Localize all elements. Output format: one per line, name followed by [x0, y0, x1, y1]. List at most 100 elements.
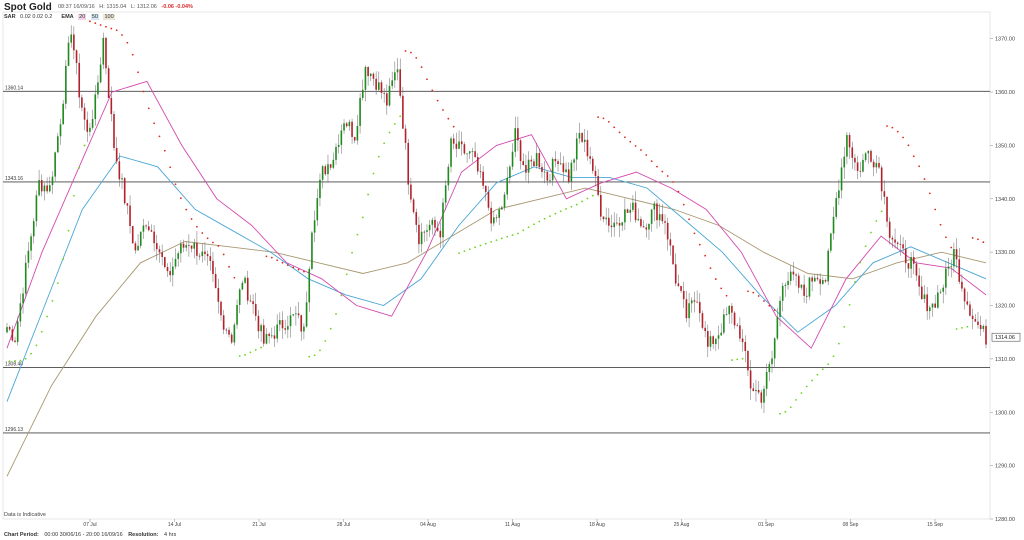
candle-body — [8, 327, 11, 330]
candle-body — [185, 245, 188, 248]
sar-dot — [837, 342, 840, 345]
candle-body — [137, 245, 139, 251]
sar-dot — [500, 237, 503, 240]
ema-label: EMA — [61, 14, 74, 20]
candle-body — [431, 219, 434, 225]
sar-dot — [35, 344, 38, 347]
candle-body — [656, 203, 658, 221]
candle-body — [217, 287, 220, 302]
sar-dot — [538, 220, 541, 223]
candle-body — [773, 338, 776, 359]
candle-body — [70, 34, 73, 43]
sar-dot — [757, 295, 760, 297]
candle-body — [779, 300, 781, 317]
candle-body — [59, 124, 62, 137]
sar-dot — [303, 270, 305, 273]
sar-dot — [827, 363, 830, 366]
sar-dot — [629, 140, 632, 143]
candle-body — [412, 199, 415, 213]
sar-dot — [442, 109, 444, 111]
sar-dot — [741, 357, 744, 360]
sar-dot — [254, 349, 257, 351]
candle-body — [781, 285, 784, 301]
candle-body — [262, 325, 265, 344]
candle-body — [436, 227, 439, 231]
sar-dot — [725, 294, 728, 297]
candle-body — [166, 266, 169, 272]
candle-body — [284, 328, 286, 330]
candle-body — [642, 226, 645, 228]
sar-dot — [955, 328, 958, 330]
candle-body — [172, 266, 174, 276]
sar-dot — [559, 210, 562, 213]
candle-body — [361, 89, 364, 98]
sar-dot — [105, 25, 107, 28]
sar-dot — [805, 385, 808, 388]
sar-dot — [747, 290, 749, 293]
candle-body — [225, 329, 228, 331]
sar-dot — [672, 181, 674, 183]
candle-body — [549, 180, 551, 182]
instrument-title: Spot Gold — [4, 2, 52, 13]
sar-dot — [768, 304, 771, 307]
candle-body — [915, 263, 918, 276]
x-tick-label: 21 Jul — [252, 522, 265, 528]
candle-body — [843, 156, 846, 168]
candle-body — [474, 151, 476, 158]
candle-body — [305, 302, 308, 327]
candle-body — [725, 314, 728, 315]
candle-body — [929, 307, 931, 312]
candle-body — [947, 266, 950, 269]
candle-body — [789, 271, 792, 281]
sar-dot — [426, 78, 428, 81]
candle-body — [680, 285, 682, 291]
sar-dot — [634, 145, 637, 147]
candle-body — [498, 209, 500, 218]
sar-label: SAR — [4, 14, 16, 20]
candle-body — [546, 171, 549, 181]
candle-body — [955, 249, 958, 260]
candle-body — [904, 248, 907, 264]
candle-body — [712, 336, 714, 345]
sar-dot — [886, 125, 888, 127]
candle-body — [541, 167, 543, 172]
candle-body — [450, 138, 452, 167]
candle-body — [321, 166, 324, 180]
candle-body — [65, 65, 67, 104]
candle-body — [886, 196, 888, 222]
candle-body — [501, 207, 503, 210]
candle-body — [83, 107, 86, 120]
candle-body — [22, 293, 24, 304]
candle-body — [99, 64, 102, 83]
sar-dot — [570, 205, 573, 208]
sar-dot — [356, 233, 359, 236]
candle-body — [605, 217, 607, 220]
candle-body — [468, 151, 471, 154]
sar-dot — [393, 122, 396, 125]
sar-dot — [554, 212, 557, 215]
candle-body — [918, 275, 920, 287]
candle-body — [118, 161, 121, 180]
sar-dot — [388, 131, 391, 134]
sar-dot — [99, 24, 102, 26]
sar-dot — [773, 309, 776, 311]
candle-body — [570, 162, 573, 183]
candle-body — [343, 123, 345, 131]
sar-dot — [276, 259, 279, 262]
candle-body — [134, 243, 137, 251]
candle-body — [768, 364, 771, 373]
indicator-legend[interactable]: SAR 0.02 0.02 0.2 EMA 20 50 100 — [4, 14, 118, 20]
candle-body — [97, 82, 99, 95]
candle-body — [720, 332, 722, 336]
level-label: 1296.13 — [5, 427, 23, 433]
ema-period-100: 100 — [103, 14, 115, 20]
candle-body — [640, 219, 642, 227]
candle-body — [613, 222, 616, 228]
sar-dot — [185, 208, 188, 211]
candle-body — [46, 185, 48, 192]
candle-body — [562, 163, 565, 173]
sar-dot — [474, 246, 477, 249]
candle-body — [610, 225, 613, 228]
x-tick-label: 28 Jul — [337, 522, 350, 528]
